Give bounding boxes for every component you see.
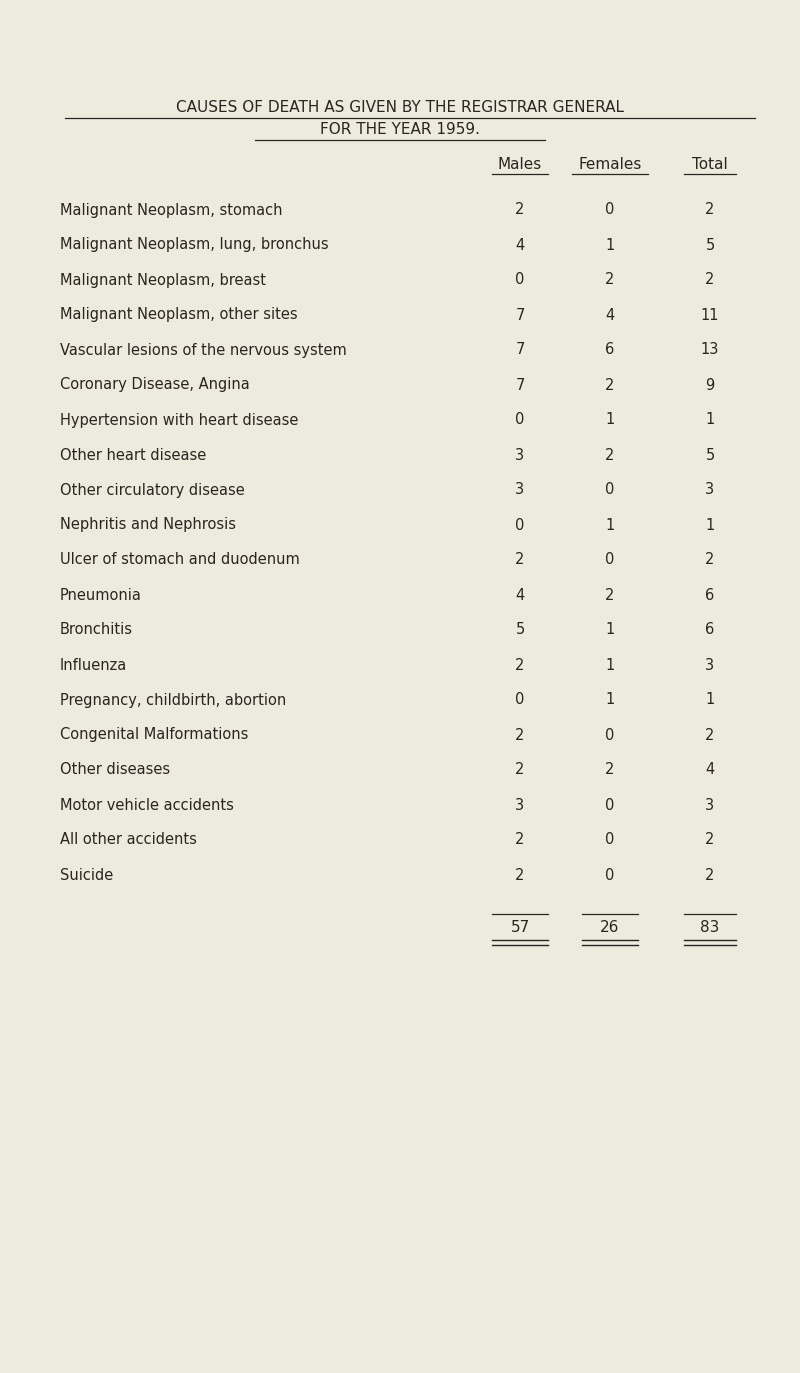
Text: 7: 7 [515,378,525,393]
Text: Hypertension with heart disease: Hypertension with heart disease [60,412,298,427]
Text: 0: 0 [606,482,614,497]
Text: 6: 6 [706,588,714,603]
Text: Nephritis and Nephrosis: Nephritis and Nephrosis [60,518,236,533]
Text: 3: 3 [706,798,714,813]
Text: 0: 0 [515,412,525,427]
Text: 1: 1 [606,658,614,673]
Text: 3: 3 [706,482,714,497]
Text: 2: 2 [606,448,614,463]
Text: Total: Total [692,157,728,172]
Text: Malignant Neoplasm, breast: Malignant Neoplasm, breast [60,272,266,287]
Text: 0: 0 [606,728,614,743]
Text: 1: 1 [706,412,714,427]
Text: Congenital Malformations: Congenital Malformations [60,728,248,743]
Text: 0: 0 [515,692,525,707]
Text: 0: 0 [606,868,614,883]
Text: 2: 2 [706,868,714,883]
Text: 13: 13 [701,342,719,357]
Text: 3: 3 [515,448,525,463]
Text: 0: 0 [515,272,525,287]
Text: Coronary Disease, Angina: Coronary Disease, Angina [60,378,250,393]
Text: 1: 1 [606,692,614,707]
Text: 5: 5 [706,238,714,253]
Text: Influenza: Influenza [60,658,127,673]
Text: 0: 0 [606,202,614,217]
Text: Other diseases: Other diseases [60,762,170,777]
Text: 2: 2 [706,552,714,567]
Text: Malignant Neoplasm, lung, bronchus: Malignant Neoplasm, lung, bronchus [60,238,329,253]
Text: 1: 1 [606,238,614,253]
Text: Bronchitis: Bronchitis [60,622,133,637]
Text: Motor vehicle accidents: Motor vehicle accidents [60,798,234,813]
Text: Vascular lesions of the nervous system: Vascular lesions of the nervous system [60,342,346,357]
Text: 2: 2 [706,272,714,287]
Text: Malignant Neoplasm, stomach: Malignant Neoplasm, stomach [60,202,282,217]
Text: 2: 2 [515,728,525,743]
Text: Pregnancy, childbirth, abortion: Pregnancy, childbirth, abortion [60,692,286,707]
Text: CAUSES OF DEATH AS GIVEN BY THE REGISTRAR GENERAL: CAUSES OF DEATH AS GIVEN BY THE REGISTRA… [176,100,624,115]
Text: 2: 2 [606,762,614,777]
Text: 9: 9 [706,378,714,393]
Text: 7: 7 [515,342,525,357]
Text: Pneumonia: Pneumonia [60,588,142,603]
Text: 2: 2 [606,272,614,287]
Text: 5: 5 [706,448,714,463]
Text: 4: 4 [515,238,525,253]
Text: Malignant Neoplasm, other sites: Malignant Neoplasm, other sites [60,308,298,323]
Text: 1: 1 [706,518,714,533]
Text: Females: Females [578,157,642,172]
Text: 2: 2 [706,832,714,847]
Text: 0: 0 [606,832,614,847]
Text: 2: 2 [706,728,714,743]
Text: 83: 83 [700,920,720,935]
Text: 3: 3 [515,798,525,813]
Text: 2: 2 [515,868,525,883]
Text: 2: 2 [515,762,525,777]
Text: 0: 0 [606,798,614,813]
Text: 1: 1 [606,518,614,533]
Text: Males: Males [498,157,542,172]
Text: 1: 1 [706,692,714,707]
Text: 2: 2 [606,378,614,393]
Text: Other circulatory disease: Other circulatory disease [60,482,245,497]
Text: 0: 0 [606,552,614,567]
Text: 1: 1 [606,622,614,637]
Text: Suicide: Suicide [60,868,114,883]
Text: FOR THE YEAR 1959.: FOR THE YEAR 1959. [320,122,480,137]
Text: All other accidents: All other accidents [60,832,197,847]
Text: Other heart disease: Other heart disease [60,448,206,463]
Text: Ulcer of stomach and duodenum: Ulcer of stomach and duodenum [60,552,300,567]
Text: 2: 2 [706,202,714,217]
Text: 3: 3 [706,658,714,673]
Text: 2: 2 [515,202,525,217]
Text: 2: 2 [515,658,525,673]
Text: 2: 2 [515,552,525,567]
Text: 6: 6 [606,342,614,357]
Text: 4: 4 [606,308,614,323]
Text: 7: 7 [515,308,525,323]
Text: 26: 26 [600,920,620,935]
Text: 1: 1 [606,412,614,427]
Text: 57: 57 [510,920,530,935]
Text: 4: 4 [706,762,714,777]
Text: 4: 4 [515,588,525,603]
Text: 6: 6 [706,622,714,637]
Text: 11: 11 [701,308,719,323]
Text: 2: 2 [606,588,614,603]
Text: 3: 3 [515,482,525,497]
Text: 2: 2 [515,832,525,847]
Text: 5: 5 [515,622,525,637]
Text: 0: 0 [515,518,525,533]
